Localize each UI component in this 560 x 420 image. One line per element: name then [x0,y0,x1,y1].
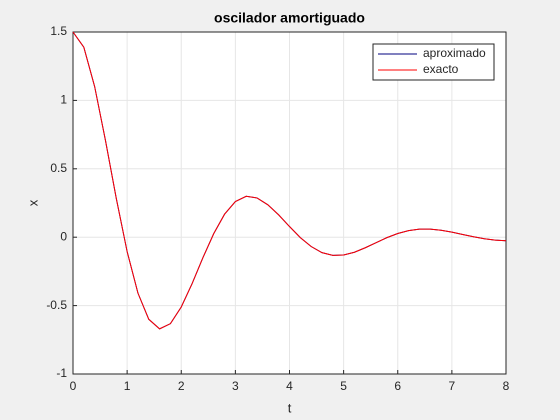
x-tick-label: 6 [394,379,401,393]
x-tick-label: 3 [232,379,239,393]
y-tick-label: -0.5 [46,298,67,312]
y-tick-label: 0 [60,229,67,243]
legend-label: exacto [423,62,459,76]
x-tick-label: 5 [340,379,347,393]
legend-box [372,43,495,81]
y-tick-label: -1 [56,366,67,380]
axes-box [72,31,507,375]
chart-title: oscilador amortiguado [214,10,365,26]
x-tick-label: 2 [178,379,185,393]
x-tick-label: 7 [449,379,456,393]
y-tick-label: 1 [60,93,67,107]
y-axis-label: x [25,199,40,206]
y-tick-label: 0.5 [50,161,67,175]
x-tick-label: 8 [503,379,510,393]
legend-label: aproximado [423,46,486,60]
series-line [72,31,507,330]
y-tick-label: 1.5 [50,24,67,38]
x-tick-label: 0 [70,379,77,393]
x-tick-label: 4 [286,379,293,393]
x-tick-label: 1 [124,379,131,393]
x-axis-label: t [288,400,292,415]
